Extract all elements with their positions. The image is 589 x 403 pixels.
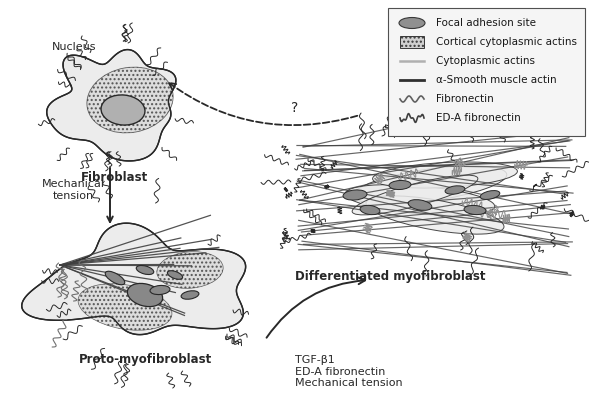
Ellipse shape: [101, 95, 145, 125]
Ellipse shape: [353, 166, 507, 204]
Ellipse shape: [136, 266, 154, 274]
Text: Fibroblast: Fibroblast: [81, 171, 148, 184]
Ellipse shape: [360, 206, 380, 215]
Bar: [388, 8, 585, 136]
Text: Cytoplasmic actins: Cytoplasmic actins: [436, 56, 535, 66]
Text: Nucleus: Nucleus: [52, 42, 97, 52]
Ellipse shape: [167, 271, 183, 279]
Polygon shape: [47, 50, 176, 161]
Text: α-Smooth muscle actin: α-Smooth muscle actin: [436, 75, 557, 85]
Ellipse shape: [87, 67, 173, 133]
Text: Differentiated myofibroblast: Differentiated myofibroblast: [294, 270, 485, 283]
Ellipse shape: [343, 190, 367, 200]
Text: Focal adhesion site: Focal adhesion site: [436, 18, 536, 28]
Ellipse shape: [150, 285, 170, 295]
Ellipse shape: [480, 191, 500, 199]
Ellipse shape: [352, 175, 478, 215]
FancyArrowPatch shape: [169, 83, 358, 125]
Text: ED-A fibronectin: ED-A fibronectin: [436, 113, 521, 123]
Ellipse shape: [399, 17, 425, 29]
Text: ?: ?: [292, 101, 299, 115]
Text: Cortical cytoplasmic actins: Cortical cytoplasmic actins: [436, 37, 577, 47]
Text: Mechanical
tension: Mechanical tension: [41, 179, 104, 201]
Ellipse shape: [105, 271, 125, 285]
FancyArrowPatch shape: [267, 278, 365, 338]
Ellipse shape: [181, 291, 199, 299]
Text: Fibronectin: Fibronectin: [436, 94, 494, 104]
Ellipse shape: [78, 284, 172, 330]
Ellipse shape: [408, 199, 432, 210]
Bar: [400, 36, 424, 48]
Ellipse shape: [389, 181, 411, 189]
Ellipse shape: [373, 162, 517, 188]
Ellipse shape: [157, 251, 223, 289]
Ellipse shape: [366, 196, 504, 234]
Ellipse shape: [464, 206, 486, 214]
Ellipse shape: [127, 283, 163, 307]
Ellipse shape: [345, 185, 495, 215]
Text: TGF-β1
ED-A fibronectin
Mechanical tension: TGF-β1 ED-A fibronectin Mechanical tensi…: [295, 355, 403, 388]
Polygon shape: [22, 223, 246, 334]
Text: Proto-myofibroblast: Proto-myofibroblast: [78, 353, 211, 366]
Ellipse shape: [445, 186, 465, 194]
